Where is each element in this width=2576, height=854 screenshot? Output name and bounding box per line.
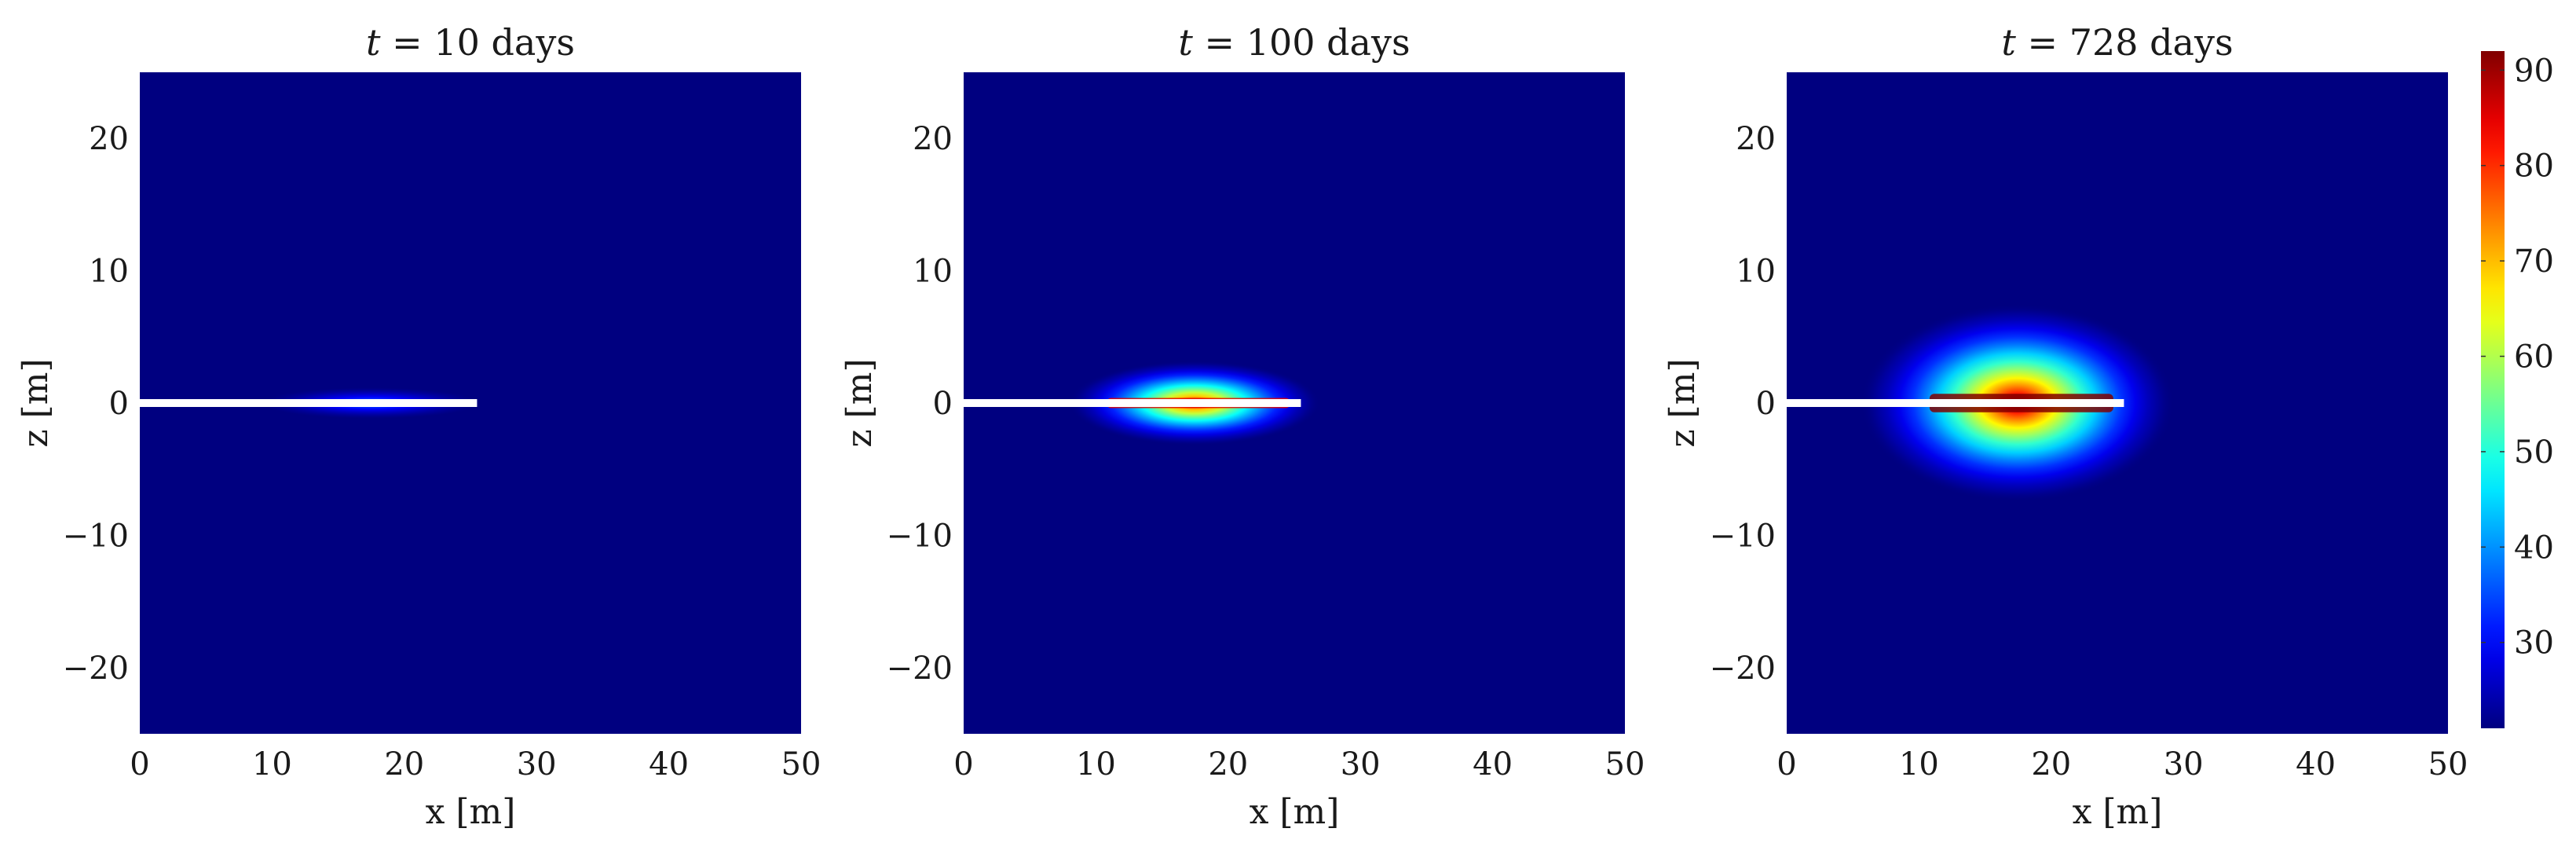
panel-1-ylabel: z [m] <box>16 358 56 447</box>
colorbar-tick-label: 70 <box>2514 244 2554 280</box>
panel-1-title-rest: = 10 days <box>381 21 575 64</box>
panel-2-xlabel: x [m] <box>1250 792 1340 832</box>
x-tick-label: 20 <box>1208 746 1248 783</box>
colorbar-gradient <box>2481 51 2505 728</box>
y-tick-label: 10 <box>913 254 953 290</box>
colorbar-tick-label: 30 <box>2514 625 2554 662</box>
colorbar-tick-label: 90 <box>2514 53 2554 89</box>
y-tick-label: 10 <box>89 254 129 290</box>
panel-2-title-var: t <box>1178 21 1193 64</box>
x-tick-label: 30 <box>517 746 557 783</box>
colorbar: 30 40 50 60 70 80 90 <box>2481 51 2554 728</box>
y-tick-label: −10 <box>1710 518 1776 554</box>
y-tick-label: −10 <box>63 518 129 554</box>
panel-1: 0 10 20 30 40 50 −20 −10 0 10 20 t = 10 days x [m… <box>16 21 821 832</box>
y-tick-label: −10 <box>887 518 953 554</box>
x-tick-label: 40 <box>2296 746 2336 783</box>
panel-3: 0 10 20 30 40 50 −20 −10 0 10 20 t = 728 days x [… <box>1663 21 2468 832</box>
x-tick-label: 10 <box>252 746 292 783</box>
y-tick-label: 10 <box>1736 254 1776 290</box>
y-tick-label: 0 <box>109 386 129 422</box>
panel-3-ylabel: z [m] <box>1663 358 1703 447</box>
x-tick-label: 0 <box>1776 746 1796 783</box>
colorbar-tick-label: 60 <box>2514 339 2554 376</box>
panel-1-title: t = 10 days <box>366 21 575 64</box>
y-tick-label: 0 <box>933 386 953 422</box>
x-tick-label: 0 <box>953 746 973 783</box>
colorbar-tick-label: 80 <box>2514 148 2554 185</box>
panel-3-title-rest: = 728 days <box>2016 21 2234 64</box>
x-tick-label: 30 <box>2164 746 2204 783</box>
panel-2-ylabel: z [m] <box>840 358 880 447</box>
panel-2-title-rest: = 100 days <box>1193 21 1411 64</box>
x-tick-label: 50 <box>781 746 821 783</box>
x-tick-label: 20 <box>384 746 424 783</box>
x-tick-labels-1: 0 10 20 30 40 50 <box>130 746 821 783</box>
x-tick-label: 0 <box>130 746 149 783</box>
x-tick-label: 10 <box>1899 746 1939 783</box>
panel-1-xlabel: x [m] <box>426 792 516 832</box>
x-tick-label: 50 <box>1605 746 1645 783</box>
panel-1-title-var: t <box>366 21 381 64</box>
y-tick-labels-1: −20 −10 0 10 20 <box>63 121 129 687</box>
panel-3-title: t = 728 days <box>2001 21 2233 64</box>
colorbar-tick-labels: 30 40 50 60 70 80 90 <box>2481 53 2554 662</box>
x-tick-label: 40 <box>1473 746 1513 783</box>
x-tick-label: 40 <box>649 746 689 783</box>
y-tick-label: 20 <box>89 121 129 157</box>
x-tick-labels-3: 0 10 20 30 40 50 <box>1776 746 2468 783</box>
panel-2: 0 10 20 30 40 50 −20 −10 0 10 20 t = 100 days x [… <box>840 21 1645 832</box>
y-tick-label: 0 <box>1756 386 1776 422</box>
x-tick-labels-2: 0 10 20 30 40 50 <box>953 746 1645 783</box>
panel-3-title-var: t <box>2001 21 2016 64</box>
y-tick-label: 20 <box>1736 121 1776 157</box>
panel-2-title: t = 100 days <box>1178 21 1410 64</box>
y-tick-labels-2: −20 −10 0 10 20 <box>887 121 953 687</box>
x-tick-label: 20 <box>2031 746 2071 783</box>
x-tick-label: 30 <box>1341 746 1381 783</box>
y-tick-labels-3: −20 −10 0 10 20 <box>1710 121 1776 687</box>
y-tick-label: 20 <box>913 121 953 157</box>
y-tick-label: −20 <box>63 651 129 687</box>
y-tick-label: −20 <box>1710 651 1776 687</box>
y-tick-label: −20 <box>887 651 953 687</box>
colorbar-tick-label: 50 <box>2514 434 2554 471</box>
x-tick-label: 50 <box>2428 746 2468 783</box>
x-tick-label: 10 <box>1076 746 1116 783</box>
colorbar-tick-label: 40 <box>2514 530 2554 566</box>
panel-3-xlabel: x [m] <box>2073 792 2163 832</box>
